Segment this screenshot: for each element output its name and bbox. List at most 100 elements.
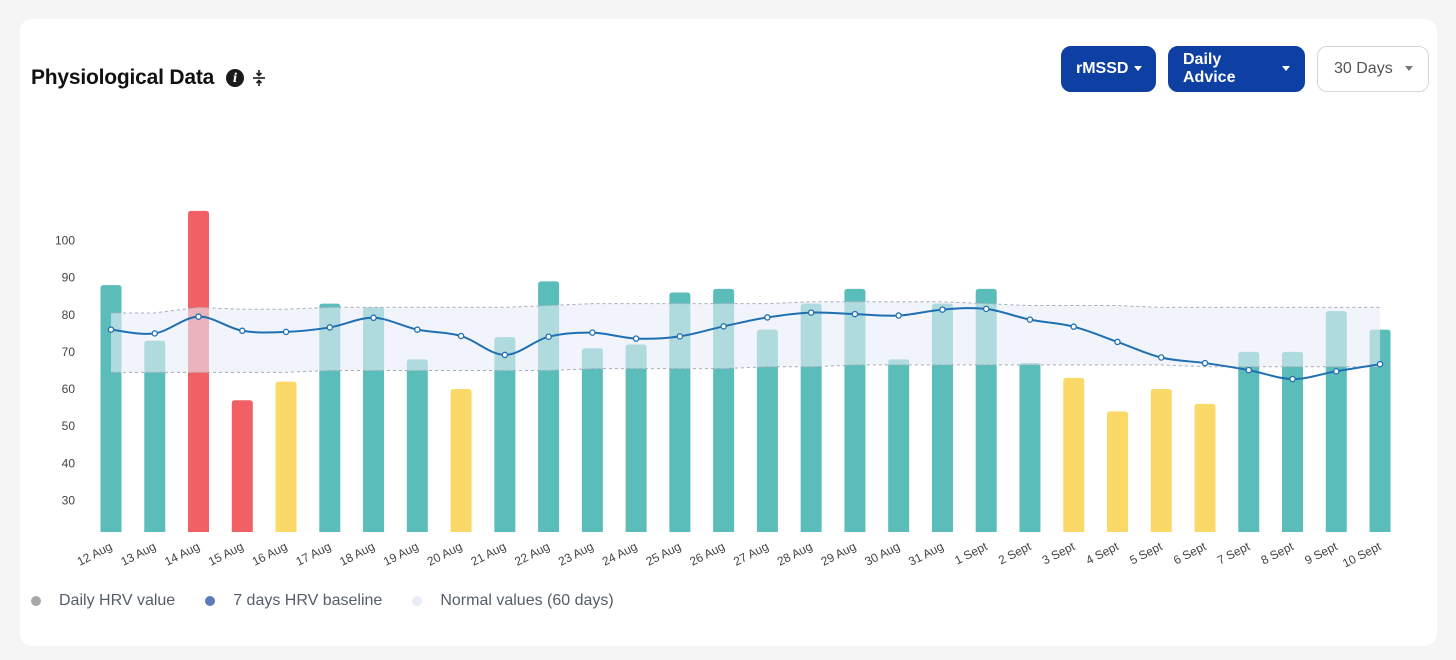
bar[interactable] [1282,351,1304,532]
x-tick-label: 16 Aug [250,539,290,568]
page-title: Physiological Data [31,66,215,89]
baseline-point[interactable] [1026,316,1034,323]
baseline-point[interactable] [326,324,334,331]
x-tick-label: 4 Sept [1084,539,1122,568]
advice-dropdown[interactable]: Daily Advice [1168,46,1305,92]
x-tick-label: 24 Aug [600,539,640,568]
bar[interactable] [494,337,516,532]
baseline-point[interactable] [239,327,246,335]
bar[interactable] [756,329,778,532]
band-lower-edge [111,364,1381,373]
baseline-point[interactable] [151,330,159,337]
x-tick-label: 3 Sept [1040,539,1078,568]
baseline-point[interactable] [720,323,727,330]
chevron-down-icon [1282,65,1290,71]
y-tick-label: 80 [62,308,76,322]
x-tick-label: 21 Aug [469,539,509,568]
x-tick-label: 31 Aug [906,539,946,568]
advice-dropdown-label: Daily Advice [1183,51,1236,86]
bar[interactable] [1150,389,1172,532]
x-tick-label: 18 Aug [337,539,377,568]
baseline-point[interactable] [282,328,290,336]
x-tick-label: 10 Sept [1340,539,1384,571]
legend-label: Daily HRV value [59,592,176,609]
baseline-point[interactable] [807,309,815,316]
baseline-point[interactable] [1376,360,1384,368]
y-tick-label: 70 [62,345,76,359]
baseline-point[interactable] [414,326,421,333]
bar[interactable] [450,389,472,532]
compress-vertical-icon[interactable] [250,69,268,87]
x-tick-label: 17 Aug [294,539,334,568]
baseline-point[interactable] [1333,367,1340,375]
baseline-point[interactable] [107,326,115,333]
baseline-point[interactable] [1070,323,1077,330]
baseline-point[interactable] [895,312,902,319]
bar[interactable] [275,381,297,532]
legend-swatch [31,596,41,606]
bar[interactable] [144,340,166,532]
bar[interactable] [1238,351,1260,532]
baseline-point[interactable] [545,333,552,340]
metric-dropdown[interactable]: rMSSD [1061,46,1156,92]
y-tick-label: 100 [55,234,75,248]
x-tick-label: 13 Aug [118,539,158,568]
bar[interactable] [581,348,603,532]
baseline-point[interactable] [1114,338,1121,346]
y-tick-label: 30 [62,493,76,507]
baseline-point[interactable] [1157,354,1165,361]
baseline-point[interactable] [1289,375,1296,383]
legend-swatch [412,596,423,606]
x-tick-label: 9 Sept [1302,539,1340,568]
x-tick-label: 28 Aug [775,539,815,568]
x-tick-label: 5 Sept [1127,539,1165,568]
x-tick-label: 25 Aug [644,539,684,568]
range-dropdown[interactable]: 30 Days [1317,46,1429,92]
legend-item-daily[interactable]: Daily HRV value [31,592,175,610]
chart-controls: rMSSD Daily Advice 30 Days [1061,46,1429,92]
bar[interactable] [1194,403,1216,532]
x-tick-label: 14 Aug [162,539,202,568]
info-icon[interactable]: i [226,69,245,87]
baseline-point[interactable] [589,329,596,336]
bar[interactable] [1106,411,1128,532]
baseline-point[interactable] [764,314,771,321]
x-tick-label: 2 Sept [996,539,1034,568]
x-tick-label: 12 Aug [75,539,115,568]
y-tick-label: 60 [62,382,76,396]
baseline-point[interactable] [676,333,684,340]
band-upper-edge [111,301,1381,314]
baseline-point[interactable] [195,313,202,320]
bar[interactable] [888,359,910,532]
bar[interactable] [1019,363,1041,532]
baseline-point[interactable] [939,306,946,313]
baseline-point[interactable] [501,351,509,359]
x-tick-label: 19 Aug [381,539,421,568]
chart-legend: Daily HRV value 7 days HRV baseline Norm… [31,592,614,610]
bar[interactable] [625,344,647,532]
x-tick-label: 22 Aug [512,539,552,568]
chevron-down-icon [1404,65,1413,71]
bar[interactable] [1369,329,1391,532]
baseline-point[interactable] [1201,359,1209,367]
bar[interactable] [1063,377,1085,532]
baseline-point[interactable] [1245,366,1253,374]
baseline-point[interactable] [982,305,990,313]
legend-item-normal[interactable]: Normal values (60 days) [412,592,614,610]
y-tick-label: 40 [62,456,76,470]
hrv-chart: 30 40 50 60 70 80 90 100 12 Aug 13 Aug 14 Aug 15 Au… [55,210,1391,571]
x-tick-label: 7 Sept [1215,539,1253,568]
baseline-point[interactable] [851,310,859,318]
x-tick-label: 20 Aug [425,539,465,568]
bar[interactable] [231,400,253,532]
x-tick-label: 23 Aug [556,539,596,568]
baseline-point[interactable] [457,332,465,340]
baseline-point[interactable] [632,335,640,342]
x-tick-label: 6 Sept [1171,539,1209,568]
legend-label: 7 days HRV baseline [233,592,383,609]
legend-item-baseline[interactable]: 7 days HRV baseline [205,592,382,610]
bar[interactable] [406,359,428,532]
baseline-point[interactable] [370,314,377,322]
normal-values-band [111,301,1381,373]
chevron-down-icon [1134,65,1143,71]
